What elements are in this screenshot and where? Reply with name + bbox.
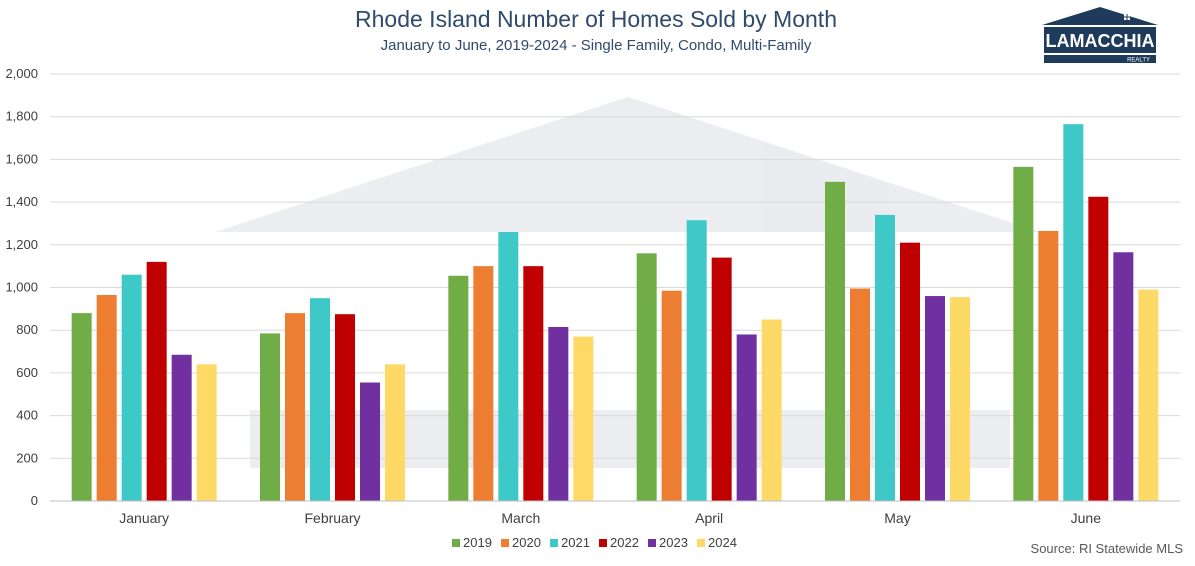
bar-april-2022 (711, 257, 732, 501)
bar-january-2023 (171, 354, 192, 501)
legend-label: 2019 (463, 535, 492, 550)
bar-may-2022 (900, 242, 920, 502)
y-tick-label: 1,600 (5, 151, 38, 166)
bar-april-2020 (661, 290, 682, 501)
x-tick-label: January (119, 510, 169, 526)
bar-january-2021 (121, 274, 142, 501)
grid-lines (50, 73, 1180, 502)
bar-january-2024 (196, 364, 217, 501)
watermark-window (767, 169, 825, 227)
lamacchia-logo: LAMACCHIA REALTY (1042, 7, 1158, 64)
bar-january-2022 (146, 261, 167, 501)
x-tick-label: March (501, 510, 540, 526)
x-tick-label: June (1071, 510, 1102, 526)
bar-march-2020 (473, 266, 494, 501)
bar-may-2024 (950, 297, 970, 501)
bar-january-2019 (71, 313, 92, 501)
bar-february-2021 (310, 298, 330, 501)
bar-april-2019 (636, 253, 657, 501)
legend-swatch-2023 (648, 539, 656, 547)
bar-may-2023 (925, 296, 945, 501)
y-tick-label: 1,000 (5, 280, 38, 295)
bars (71, 124, 1159, 502)
bar-march-2024 (573, 336, 594, 501)
y-tick-label: 600 (16, 365, 38, 380)
bar-february-2022 (335, 314, 355, 501)
source-note: Source: RI Statewide MLS (1030, 541, 1183, 556)
bar-june-2021 (1063, 124, 1084, 502)
bar-april-2023 (736, 334, 757, 501)
bar-april-2024 (761, 319, 782, 501)
chart-subtitle: January to June, 2019-2024 - Single Fami… (380, 37, 812, 54)
bar-june-2022 (1088, 196, 1109, 501)
bar-march-2022 (523, 266, 544, 501)
y-tick-label: 1,800 (5, 109, 38, 124)
bar-june-2024 (1138, 289, 1159, 501)
bar-february-2023 (360, 382, 380, 501)
y-tick-label: 1,400 (5, 194, 38, 209)
y-tick-label: 800 (16, 322, 38, 337)
legend-label: 2022 (610, 535, 639, 550)
bar-april-2021 (686, 220, 707, 501)
watermark-roof (215, 97, 1040, 232)
bar-march-2021 (498, 231, 519, 502)
bar-may-2019 (825, 181, 845, 501)
legend: 2019 2020 2021 2022 2023 2024 (452, 535, 737, 550)
chart-title: Rhode Island Number of Homes Sold by Mon… (355, 6, 837, 32)
bar-june-2023 (1113, 252, 1134, 501)
logo-tagline: REALTY (1127, 58, 1150, 64)
bar-may-2020 (850, 288, 870, 501)
logo-name: LAMACCHIA (1046, 31, 1155, 51)
y-tick-label: 0 (31, 493, 38, 508)
x-tick-label: February (304, 510, 360, 526)
legend-swatch-2021 (550, 539, 558, 547)
legend-label: 2020 (512, 535, 541, 550)
legend-label: 2021 (561, 535, 590, 550)
bar-january-2020 (96, 294, 117, 501)
logo-roof-icon (1042, 7, 1158, 25)
legend-label: 2023 (659, 535, 688, 550)
legend-label: 2024 (708, 535, 737, 550)
legend-swatch-2024 (697, 539, 705, 547)
bar-june-2019 (1013, 166, 1034, 501)
legend-swatch-2020 (501, 539, 509, 547)
legend-swatch-2019 (452, 539, 460, 547)
y-tick-label: 400 (16, 408, 38, 423)
bar-march-2023 (548, 326, 569, 501)
y-axis: 0 200 400 600 800 1,000 1,200 1,400 1,600 1,800 2,… (5, 66, 38, 508)
x-tick-label: May (884, 510, 910, 526)
bar-february-2019 (260, 333, 280, 501)
y-tick-label: 1,200 (5, 237, 38, 252)
bar-march-2019 (448, 275, 469, 501)
bar-february-2020 (285, 313, 305, 501)
y-tick-label: 200 (16, 450, 38, 465)
bar-june-2020 (1038, 230, 1059, 502)
y-tick-label: 2,000 (5, 66, 38, 81)
x-tick-label: April (695, 510, 723, 526)
x-axis: January February March April May June (50, 500, 1180, 526)
legend-swatch-2022 (599, 539, 607, 547)
bar-february-2024 (385, 364, 405, 501)
bar-may-2021 (875, 214, 895, 501)
